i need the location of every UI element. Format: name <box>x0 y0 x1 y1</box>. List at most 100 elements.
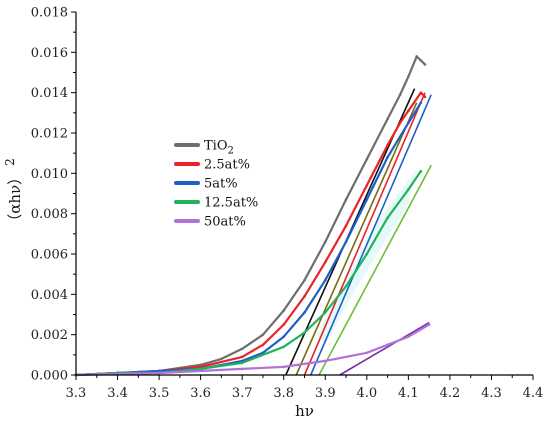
data-point-4-7 <box>303 331 306 334</box>
legend-label-4: 12.5at% <box>204 196 258 211</box>
data-point-3-8 <box>303 311 306 314</box>
y-tick-label-5: 0.008 <box>31 207 68 222</box>
series-line-1 <box>74 55 427 377</box>
data-point-3-13 <box>407 121 410 125</box>
data-point-5-9 <box>427 323 431 326</box>
x-tick-label-12: 4.4 <box>523 386 544 401</box>
x-tick-label-6: 3.8 <box>273 386 294 401</box>
data-point-1-7 <box>261 333 265 336</box>
data-point-2-4 <box>199 365 202 369</box>
data-point-1-15 <box>407 75 410 78</box>
legend-label-3: 5at% <box>204 177 238 192</box>
y-axis-title: （αhν） 2 <box>3 158 24 229</box>
data-point-2-11 <box>365 184 369 187</box>
data-point-3-9 <box>323 278 327 282</box>
y-tick-label-3: 0.004 <box>31 288 68 303</box>
series-line-3 <box>74 101 422 377</box>
data-point-1-4 <box>199 363 202 367</box>
data-point-3-3 <box>157 369 161 373</box>
x-tick-label-10: 4.2 <box>440 386 461 401</box>
y-tick-label-4: 0.006 <box>31 248 68 263</box>
data-point-1-17 <box>419 59 423 62</box>
tangent-line-5 <box>318 164 432 376</box>
data-point-2-8 <box>303 295 306 298</box>
data-point-4-12 <box>407 188 410 191</box>
tangent-line-4 <box>309 94 432 376</box>
data-point-1-8 <box>282 309 286 312</box>
x-tick-label-7: 3.9 <box>315 386 336 401</box>
tangent-line-2 <box>295 102 418 376</box>
y-tick-label-6: 0.010 <box>31 167 68 182</box>
y-tick-label-2: 0.002 <box>31 328 68 343</box>
data-point-4-8 <box>323 311 327 314</box>
data-point-1-9 <box>303 278 306 282</box>
data-point-1-6 <box>240 347 244 351</box>
legend-label-1: TiO2 <box>204 139 234 157</box>
data-point-2-15 <box>419 91 423 94</box>
data-series <box>74 55 431 377</box>
data-point-1-18 <box>423 63 427 66</box>
data-point-5-3 <box>240 367 244 371</box>
y-tick-label-7: 0.012 <box>31 127 68 142</box>
data-point-5-8 <box>407 335 410 338</box>
y-tick-label-9: 0.016 <box>31 46 68 61</box>
legend-label-5: 50at% <box>204 215 246 230</box>
tangent-line-3 <box>303 92 426 376</box>
data-point-2-7 <box>282 323 286 326</box>
x-tick-label-3: 3.5 <box>149 386 170 401</box>
data-point-5-2 <box>157 371 161 375</box>
data-point-3-12 <box>386 155 389 159</box>
data-point-1-12 <box>365 157 369 161</box>
tangent-lines <box>285 88 432 376</box>
data-point-2-6 <box>261 343 265 347</box>
data-point-4-11 <box>386 216 389 219</box>
axes: 3.3 3.4 3.5 3.6 3.7 3.8 3.9 4.0 4.1 4.2 4.3 4.4 0.00… <box>3 6 543 421</box>
x-tick-label-8: 4.0 <box>356 386 377 401</box>
data-point-1-16 <box>415 55 418 58</box>
data-point-4-9 <box>344 284 348 288</box>
data-point-3-10 <box>344 240 348 244</box>
x-axis-title: hν <box>295 402 314 420</box>
data-point-2-9 <box>323 260 327 264</box>
legend-label-main: TiO <box>204 139 228 154</box>
data-point-4-4 <box>199 367 202 371</box>
data-point-1-10 <box>323 240 327 244</box>
data-point-5-5 <box>323 359 327 363</box>
data-point-2-12 <box>386 143 389 147</box>
data-point-4-13 <box>419 170 423 173</box>
data-point-2-13 <box>398 121 402 125</box>
x-tick-label-2: 3.4 <box>107 386 128 401</box>
tangent-line-6 <box>339 321 430 376</box>
data-point-3-11 <box>365 198 369 201</box>
x-tick-label-5: 3.7 <box>232 386 253 401</box>
data-point-2-16 <box>423 95 427 98</box>
data-point-2-5 <box>240 355 244 359</box>
y-axis-title-main: （αhν） <box>6 170 24 229</box>
data-point-3-14 <box>419 101 423 105</box>
data-point-1-14 <box>398 93 402 96</box>
x-tick-label-4: 3.6 <box>190 386 211 401</box>
data-point-5-4 <box>282 365 286 369</box>
data-point-5-7 <box>386 343 389 347</box>
x-tick-label-9: 4.1 <box>398 386 419 401</box>
x-tick-label-11: 4.3 <box>481 386 502 401</box>
data-point-3-7 <box>282 335 286 338</box>
y-tick-label-10: 0.018 <box>31 6 68 21</box>
data-point-1-5 <box>220 357 223 361</box>
x-tick-label-1: 3.3 <box>66 386 87 401</box>
data-point-2-14 <box>407 109 410 113</box>
y-axis-title-superscript: 2 <box>3 158 17 166</box>
legend-label-subscript: 2 <box>228 146 234 157</box>
data-point-2-10 <box>344 224 348 228</box>
data-point-4-5 <box>240 361 244 365</box>
y-tick-label-1: 0.000 <box>31 369 68 384</box>
legend-label-2: 2.5at% <box>204 158 250 173</box>
data-point-1-13 <box>386 117 389 121</box>
data-point-4-6 <box>282 345 286 349</box>
data-point-1-11 <box>344 198 348 201</box>
data-point-4-10 <box>365 252 369 256</box>
data-point-5-6 <box>365 351 369 355</box>
